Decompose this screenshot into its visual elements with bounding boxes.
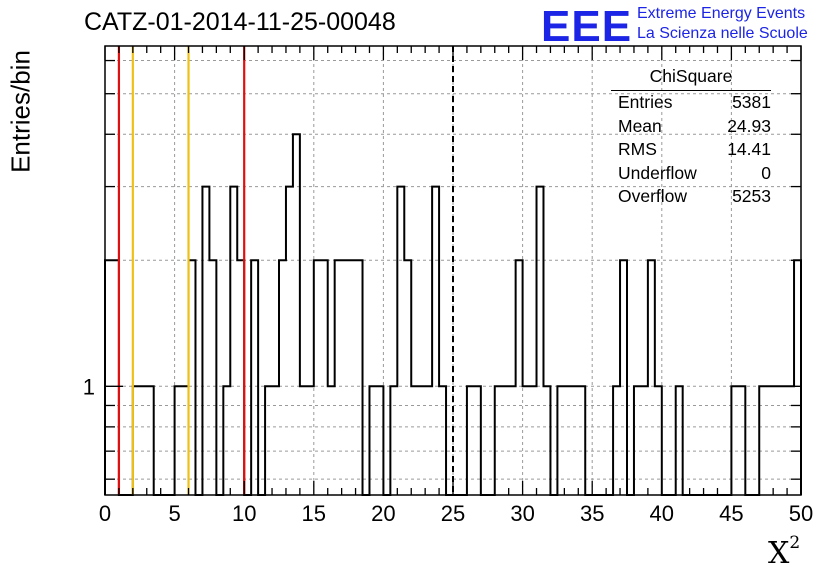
histogram-bin: [738, 386, 745, 495]
histogram-bin: [404, 260, 411, 495]
stats-label: Overflow: [618, 186, 688, 207]
x-axis-label: X2: [768, 533, 801, 571]
x-tick-label: 30: [510, 501, 534, 526]
histogram-bin: [307, 386, 314, 495]
stats-label: Mean: [618, 115, 662, 136]
histogram-bin: [523, 386, 530, 495]
histogram-bin: [467, 386, 474, 495]
histogram-bin: [369, 386, 376, 495]
histogram-bin: [780, 386, 787, 495]
histogram-bin: [509, 386, 516, 495]
histogram-bin: [175, 386, 182, 495]
histogram-bin: [557, 386, 564, 495]
x-tick-label: 5: [168, 501, 180, 526]
eee-logo: EEE: [541, 2, 633, 51]
y-tick-label: 1: [83, 374, 95, 399]
histogram-bin: [321, 260, 328, 495]
x-tick-label: 25: [441, 501, 465, 526]
stats-title: ChiSquare: [611, 66, 771, 91]
histogram-bin: [397, 187, 404, 495]
histogram-bin: [335, 260, 342, 495]
x-tick-label: 10: [232, 501, 256, 526]
histogram-bin: [390, 386, 397, 495]
histogram-bin: [537, 187, 544, 495]
histogram-bin: [571, 386, 578, 495]
histogram-bin: [342, 260, 349, 495]
histogram-bin: [230, 187, 237, 495]
histogram-bin: [356, 260, 363, 495]
histogram-bin: [794, 260, 801, 495]
stats-row-overflow: Overflow 5253: [611, 185, 771, 209]
histogram-bin: [328, 386, 335, 495]
histogram-bin: [530, 386, 537, 495]
stats-box: ChiSquare Entries 5381 Mean 24.93 RMS 14…: [611, 66, 771, 209]
histogram-bin: [105, 260, 112, 495]
histogram-bin: [474, 386, 481, 495]
histogram-bin: [209, 260, 216, 495]
stats-row-rms: RMS 14.41: [611, 138, 771, 162]
stats-row-entries: Entries 5381: [611, 91, 771, 115]
y-axis-label: Entries/bin: [5, 50, 36, 173]
histogram-bin: [265, 386, 272, 495]
histogram-bin: [300, 386, 307, 495]
x-tick-label: 50: [789, 501, 813, 526]
histogram-bin: [543, 386, 550, 495]
histogram-bin: [634, 386, 641, 495]
stats-label: Entries: [618, 92, 673, 112]
histogram-bin: [676, 386, 683, 495]
stats-value: 5253: [732, 186, 771, 207]
histogram-bin: [648, 260, 655, 495]
histogram-bin: [620, 260, 627, 495]
histogram-bin: [578, 386, 585, 495]
histogram-bin: [516, 260, 523, 495]
histogram-bin: [759, 386, 766, 495]
stats-label: Underflow: [618, 162, 697, 183]
histogram-bin: [147, 386, 154, 495]
histogram-bin: [773, 386, 780, 495]
histogram-bin: [411, 386, 418, 495]
histogram-bin: [731, 386, 738, 495]
histogram-bin: [140, 386, 147, 495]
histogram-bin: [432, 187, 439, 495]
histogram-bin: [293, 134, 300, 495]
histogram-bin: [495, 386, 502, 495]
histogram-bin: [223, 386, 230, 495]
logo-line-2: La Scienza nelle Scuole: [637, 25, 808, 42]
stats-row-mean: Mean 24.93: [611, 115, 771, 139]
histogram-bin: [766, 386, 773, 495]
histogram-bin: [613, 386, 620, 495]
stats-value: 24.93: [727, 115, 771, 136]
stats-row-underflow: Underflow 0: [611, 162, 771, 186]
histogram-bin: [314, 260, 321, 495]
histogram-bin: [251, 260, 258, 495]
histogram-bin: [349, 260, 356, 495]
stats-value: 14.41: [727, 139, 771, 160]
histogram-bin: [641, 386, 648, 495]
histogram-bin: [655, 386, 662, 495]
histogram-bin: [439, 386, 446, 495]
stats-label: RMS: [618, 139, 657, 160]
x-tick-label: 45: [719, 501, 743, 526]
x-tick-label: 35: [580, 501, 604, 526]
histogram-bin: [425, 386, 432, 495]
histogram-bin: [502, 386, 509, 495]
x-tick-label: 0: [99, 501, 111, 526]
histogram-bin: [286, 187, 293, 495]
histogram-bin: [272, 386, 279, 495]
histogram-bin: [564, 386, 571, 495]
histogram-bin: [418, 386, 425, 495]
logo-line-1: Extreme Energy Events: [637, 5, 806, 22]
x-tick-label: 15: [302, 501, 326, 526]
stats-value: 0: [761, 162, 771, 183]
chart-title: CATZ-01-2014-11-25-00048: [84, 8, 396, 36]
histogram-bin: [376, 386, 383, 495]
histogram-bin: [202, 187, 209, 495]
x-tick-label: 20: [371, 501, 395, 526]
stats-value: 5381: [732, 92, 771, 112]
histogram-bin: [279, 260, 286, 495]
x-tick-label: 40: [650, 501, 674, 526]
